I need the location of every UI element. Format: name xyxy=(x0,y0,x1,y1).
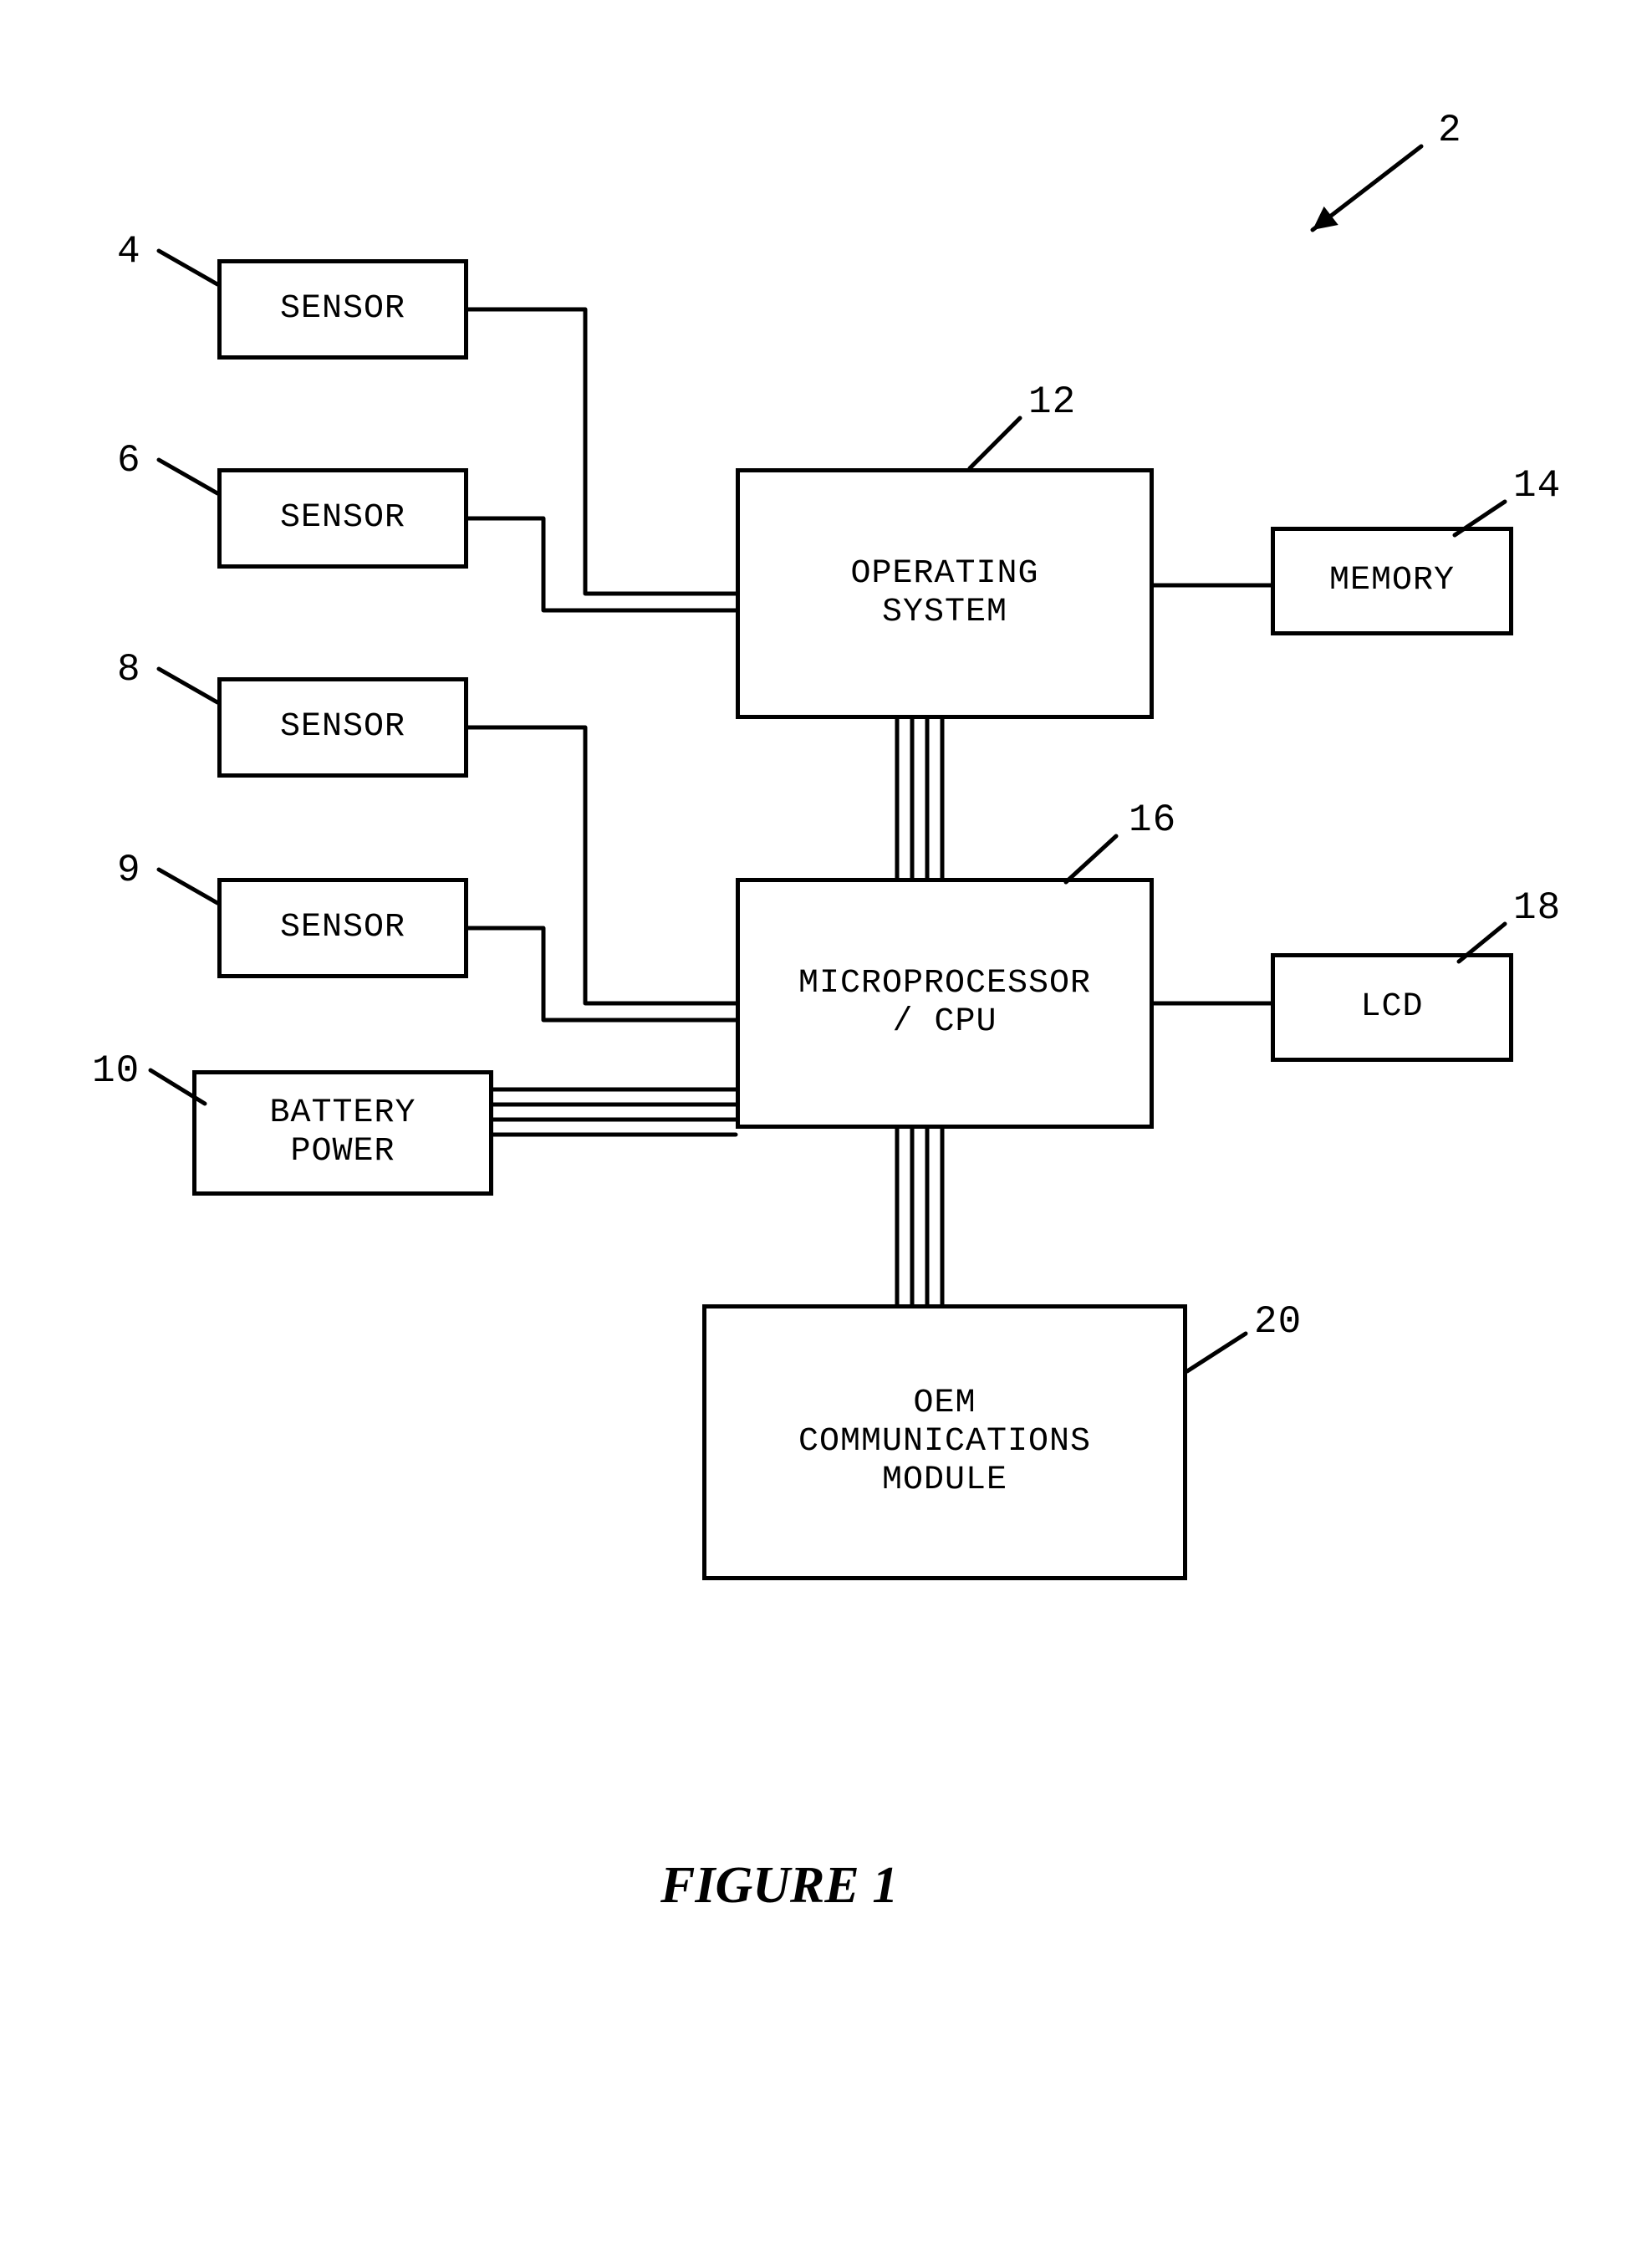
figure-caption: FIGURE 1 xyxy=(660,1856,898,1916)
ref-12: 12 xyxy=(1028,380,1076,424)
diagram-stage: SENSOR SENSOR SENSOR SENSOR BATTERY POWE… xyxy=(0,0,1652,2265)
ref-14: 14 xyxy=(1513,464,1561,508)
ref-20: 20 xyxy=(1254,1300,1302,1344)
ref-10: 10 xyxy=(92,1049,140,1093)
ref-16: 16 xyxy=(1129,798,1176,842)
ref-2: 2 xyxy=(1438,109,1462,152)
ref-4: 4 xyxy=(117,230,141,273)
wires-svg xyxy=(0,0,1652,2265)
ref-6: 6 xyxy=(117,439,141,482)
ref-8: 8 xyxy=(117,648,141,691)
ref-9: 9 xyxy=(117,849,141,892)
ref-18: 18 xyxy=(1513,886,1561,930)
